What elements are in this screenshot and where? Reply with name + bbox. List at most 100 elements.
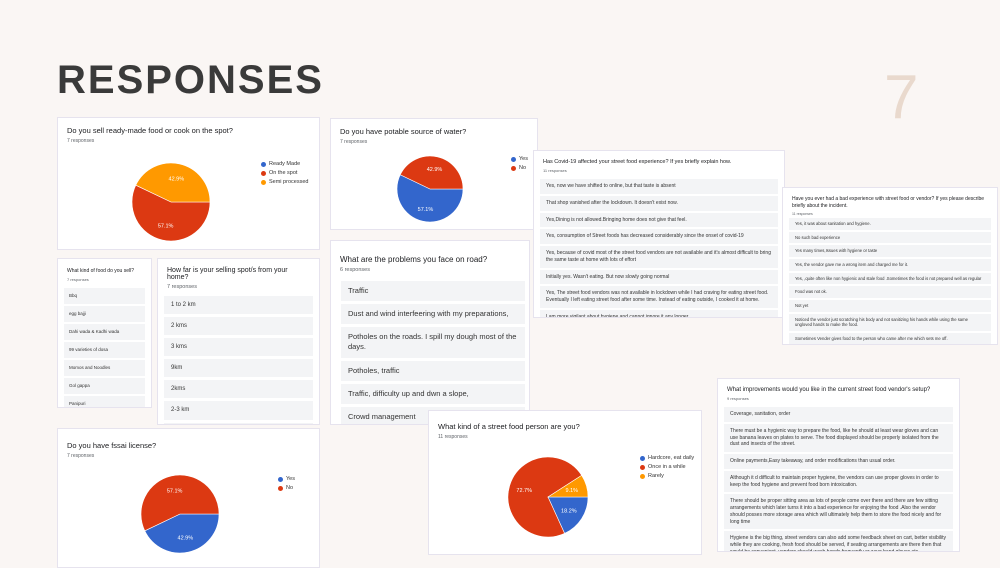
legend-dot-icon bbox=[640, 473, 645, 479]
answer-list: Traffic Dust and wind interfeering with m… bbox=[341, 281, 525, 424]
answer-row: Yes, ,quite often like non hygienic and … bbox=[789, 272, 991, 285]
answer-row: Yes, it was about sanitation and hygiene… bbox=[789, 218, 991, 230]
pie-label: 72.7% bbox=[516, 488, 532, 494]
response-count: 11 responses bbox=[438, 434, 468, 440]
card-food-kind: What kind of food do you sell? 7 respons… bbox=[57, 258, 152, 408]
question: Has Covid-19 affected your street food e… bbox=[543, 159, 732, 165]
legend: Yes No bbox=[511, 156, 528, 174]
legend-dot-icon bbox=[261, 179, 266, 185]
response-count: 7 responses bbox=[67, 138, 95, 144]
legend-label: Yes bbox=[286, 476, 295, 482]
answer-row: Bbq bbox=[64, 288, 145, 305]
response-count: 7 responses bbox=[167, 284, 197, 290]
answer-list: Coverage, sanitation, order There must be… bbox=[724, 407, 953, 551]
legend-label: No bbox=[519, 165, 527, 171]
answer-row: 2 kms bbox=[164, 317, 313, 336]
answer-row: That shop vanished after the lockdown. I… bbox=[540, 195, 778, 211]
answer-row: Online payments,Easy takeaway, and order… bbox=[724, 454, 953, 469]
legend: Hardcore, eat daily Once in a while Rarely bbox=[640, 455, 694, 482]
legend-item: Rarely bbox=[640, 473, 694, 479]
pie-slice-rarely bbox=[546, 474, 589, 498]
page-number: 7 bbox=[884, 63, 919, 132]
answer-row: Initially yes. Wasn't eating. But now sl… bbox=[540, 269, 778, 285]
legend-dot-icon bbox=[511, 165, 516, 171]
card-problems: What are the problems you face on road? … bbox=[330, 240, 530, 425]
answer-list: Yes, now we have shifted to online, but … bbox=[540, 179, 778, 317]
legend-dot-icon bbox=[640, 464, 645, 470]
answer-row: Although it d difficult to maintain prop… bbox=[724, 470, 953, 493]
legend-item: On the spot bbox=[261, 170, 308, 176]
answer-row: There should be proper sitting area as l… bbox=[724, 494, 953, 530]
legend-dot-icon bbox=[640, 455, 645, 461]
answer-row: Potholes on the roads. I spill my dough … bbox=[341, 327, 525, 358]
answer-row: Yes many times,Issues with hygiene or ta… bbox=[789, 245, 991, 258]
answer-row: Potholes, traffic bbox=[341, 360, 525, 381]
question: Do you sell ready-made food or cook on t… bbox=[67, 126, 233, 135]
answer-row: Yes, The street food vendors was not ava… bbox=[540, 286, 778, 308]
answer-row: Yes, the vendor gave me a wrong item and… bbox=[789, 259, 991, 271]
pie-slice-no bbox=[140, 474, 220, 532]
card-covid: Has Covid-19 affected your street food e… bbox=[533, 150, 785, 318]
answer-row: 9km bbox=[164, 359, 313, 378]
card-improvements: What improvements would you like in the … bbox=[717, 378, 960, 552]
legend-dot-icon bbox=[278, 476, 283, 482]
legend-item: No bbox=[511, 165, 528, 171]
answer-row: Momos and Noodles bbox=[64, 360, 145, 377]
answer-row: Food was not ok. bbox=[789, 286, 991, 299]
answer-row: 3 kms bbox=[164, 338, 313, 357]
legend-dot-icon bbox=[261, 170, 266, 176]
answer-row: Panipuri bbox=[64, 396, 145, 407]
legend-item: No bbox=[278, 485, 295, 491]
card-ready-made: Do you sell ready-made food or cook on t… bbox=[57, 117, 320, 250]
pie-label: 42.9% bbox=[427, 167, 443, 173]
response-count: 9 responses bbox=[727, 396, 749, 401]
legend-item: Semi processed bbox=[261, 179, 308, 185]
answer-row: Dahi wada & Kadhi wada bbox=[64, 324, 145, 341]
legend-item: Once in a while bbox=[640, 464, 694, 470]
pie-slice-once-in-a-while bbox=[507, 456, 583, 538]
pie-slice-yes bbox=[144, 513, 220, 554]
card-fssai: Do you have fssai license? 7 responses 4… bbox=[57, 428, 320, 568]
response-count: 11 responses bbox=[543, 168, 567, 173]
response-count: 11 responses bbox=[792, 212, 813, 216]
answer-row: I am more vigilant about hygiene and can… bbox=[540, 309, 778, 317]
pie-label: 9.1% bbox=[566, 488, 579, 494]
question: Do you have potable source of water? bbox=[340, 127, 467, 136]
pie-slice-no bbox=[399, 155, 464, 190]
pie-slice-on-the-spot bbox=[131, 184, 211, 242]
legend-dot-icon bbox=[511, 156, 516, 162]
legend-item: Ready Made bbox=[261, 161, 308, 167]
answer-row: 100 mt bbox=[164, 422, 313, 424]
answer-row: Coverage, sanitation, order bbox=[724, 407, 953, 422]
pie-slice-semi-processed bbox=[135, 162, 211, 203]
answer-row: Noticed the vendor just scratching his b… bbox=[789, 313, 991, 332]
answer-row: Hygiene is the big thing, street vendors… bbox=[724, 531, 953, 551]
answer-row: 2kms bbox=[164, 380, 313, 399]
legend-label: No bbox=[286, 485, 294, 491]
card-water: Do you have potable source of water? 7 r… bbox=[330, 118, 538, 230]
pie-slice-hardcore-eat-daily bbox=[547, 496, 589, 534]
question: What kind of food do you sell? bbox=[67, 268, 134, 274]
answer-row: Yes, consumption of Street foods has dec… bbox=[540, 229, 778, 244]
legend: Yes No bbox=[278, 476, 295, 494]
legend-item: Yes bbox=[511, 156, 528, 162]
card-person: What kind of a street food person are yo… bbox=[428, 410, 702, 555]
card-bad-experience: Have you ever had a bad experience with … bbox=[782, 187, 998, 345]
pie-chart: 57.1% 42.9% bbox=[396, 155, 464, 223]
answer-row: Traffic, difficulty up and dwn a slope, bbox=[341, 383, 525, 404]
pie-label: 42.9% bbox=[169, 176, 185, 182]
legend-label: Semi processed bbox=[269, 179, 309, 185]
legend-label: Hardcore, eat daily bbox=[648, 455, 695, 461]
legend-label: Yes bbox=[519, 156, 528, 162]
answer-row: Yes, now we have shifted to online, but … bbox=[540, 179, 778, 194]
pie-label: 57.1% bbox=[418, 207, 434, 213]
answer-list: 1 to 2 km 2 kms 3 kms 9km 2kms 2-3 km 100 mt bbox=[164, 296, 313, 424]
answer-row: There must be a hygienic way to prepare … bbox=[724, 423, 953, 452]
answer-row: 1 to 2 km bbox=[164, 296, 313, 315]
answer-row: 99 varieties of dosa bbox=[64, 342, 145, 359]
question: How far is your selling spot/s from your… bbox=[167, 267, 288, 281]
legend-label: Ready Made bbox=[269, 161, 301, 167]
legend-item: Hardcore, eat daily bbox=[640, 455, 694, 461]
legend-label: Rarely bbox=[648, 473, 664, 479]
answer-row: Not yet bbox=[789, 300, 991, 312]
